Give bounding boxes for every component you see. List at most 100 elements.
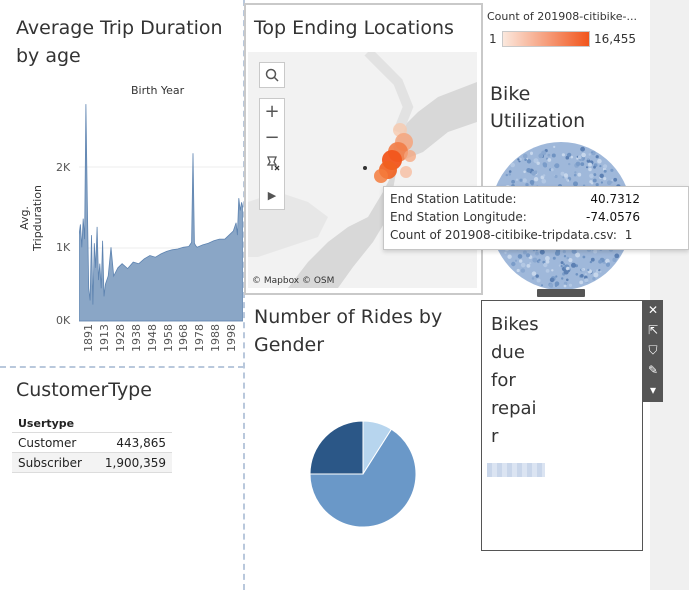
y-tick-1k: 1K bbox=[56, 241, 71, 254]
x-tick-label: 1891 bbox=[82, 324, 95, 352]
y-tick-2k: 2K bbox=[56, 161, 71, 174]
zoom-out-icon[interactable]: − bbox=[264, 126, 280, 148]
bike-circle bbox=[563, 255, 567, 258]
resize-handle[interactable] bbox=[537, 289, 585, 297]
usertype-header: Usertype bbox=[18, 417, 75, 430]
tooltip-value: -74.0576 bbox=[586, 210, 640, 224]
bike-circle bbox=[519, 178, 523, 182]
y-axis-label: Avg. Tripduration bbox=[18, 185, 44, 251]
bike-circle bbox=[563, 269, 569, 275]
repair-title-line: for bbox=[491, 370, 516, 391]
bike-circle bbox=[545, 260, 550, 264]
table-row[interactable]: Subscriber 1,900,359 bbox=[12, 453, 172, 473]
bike-circle bbox=[599, 165, 602, 168]
bike-circle bbox=[582, 255, 586, 259]
usertype-value: 1,900,359 bbox=[104, 456, 166, 470]
bike-circle bbox=[518, 160, 521, 163]
bike-circle bbox=[560, 264, 563, 268]
repair-title-line: repai bbox=[491, 398, 537, 419]
bike-circle bbox=[566, 278, 569, 282]
bike-circle bbox=[523, 170, 526, 174]
usertype-label: Subscriber bbox=[18, 456, 82, 470]
tooltip-value: 1 bbox=[624, 228, 633, 242]
bike-circle bbox=[561, 277, 564, 280]
repair-title-line: Bikes bbox=[491, 314, 539, 335]
bike-circle bbox=[570, 155, 574, 159]
bike-circle bbox=[560, 261, 564, 265]
bike-circle bbox=[524, 158, 527, 161]
zoom-in-icon[interactable]: + bbox=[264, 100, 280, 122]
bike-circle bbox=[514, 259, 518, 262]
gender-pie-chart[interactable] bbox=[308, 419, 418, 529]
bike-circle bbox=[580, 274, 584, 278]
tooltip-row-latitude: End Station Latitude: 40.7312 bbox=[390, 190, 680, 208]
bike-circle bbox=[562, 250, 566, 254]
pin-icon[interactable] bbox=[259, 150, 285, 176]
bike-circle bbox=[519, 259, 523, 263]
legend-color-ramp bbox=[502, 31, 590, 47]
repair-panel[interactable]: Bikes due for repai r bbox=[481, 300, 643, 551]
play-icon[interactable]: ▶ bbox=[267, 188, 277, 202]
bike-circle bbox=[595, 155, 599, 159]
bike-circle bbox=[575, 252, 581, 258]
x-tick-label: 1928 bbox=[113, 324, 127, 352]
bike-circle bbox=[522, 250, 527, 255]
legend-max: 16,455 bbox=[594, 32, 636, 46]
more-dropdown-icon[interactable]: ▾ bbox=[649, 383, 657, 397]
bike-circle bbox=[563, 284, 567, 288]
bike-circle bbox=[558, 264, 561, 267]
bike-circle bbox=[610, 168, 614, 172]
bike-circle bbox=[590, 182, 594, 185]
pie-slice[interactable] bbox=[309, 428, 417, 528]
bike-circle bbox=[508, 173, 511, 176]
trip-duration-chart[interactable] bbox=[79, 100, 243, 322]
bike-circle bbox=[517, 158, 520, 161]
filter-icon[interactable]: ⛉ bbox=[648, 342, 658, 357]
bike-circle bbox=[577, 155, 582, 159]
bike-circle bbox=[606, 180, 612, 185]
bike-circle bbox=[580, 146, 585, 152]
bike-circle bbox=[589, 173, 594, 179]
bike-circle bbox=[561, 153, 565, 157]
bike-circle bbox=[603, 177, 607, 181]
bike-circle bbox=[563, 281, 568, 286]
bike-circle bbox=[532, 257, 538, 263]
bike-circle bbox=[553, 145, 556, 148]
trip-duration-title: Average Trip Duration by age bbox=[16, 17, 223, 67]
bike-circle bbox=[529, 262, 532, 265]
close-icon[interactable]: ✕ bbox=[647, 303, 659, 317]
bike-circle bbox=[595, 183, 599, 187]
x-tick-label: 1968 bbox=[177, 324, 191, 352]
pin-icon[interactable]: ✎ bbox=[647, 363, 659, 377]
bike-circle bbox=[593, 173, 597, 177]
bike-circle bbox=[566, 256, 570, 260]
divider-horizontal-left bbox=[0, 366, 244, 368]
trip-duration-area[interactable] bbox=[79, 104, 243, 322]
bike-circle bbox=[520, 268, 526, 273]
bike-circle bbox=[562, 176, 565, 179]
bike-circle bbox=[526, 159, 532, 164]
bike-circle bbox=[533, 170, 538, 175]
bike-utilization-title-line2: Utilization bbox=[490, 110, 586, 132]
x-tick-label: 1938 bbox=[129, 324, 143, 352]
bike-circle bbox=[567, 269, 570, 273]
bike-circle bbox=[540, 175, 545, 180]
bike-circle bbox=[566, 266, 570, 271]
bike-circle bbox=[538, 153, 544, 159]
table-row[interactable]: Customer 443,865 bbox=[12, 433, 172, 453]
bike-circle bbox=[548, 283, 554, 288]
bike-circle bbox=[510, 162, 515, 168]
search-icon[interactable] bbox=[259, 62, 285, 88]
bike-circle bbox=[547, 158, 552, 162]
bike-circle bbox=[589, 260, 593, 264]
tooltip-row-longitude: End Station Longitude: -74.0576 bbox=[390, 208, 680, 226]
map-zoom-toolbar bbox=[259, 98, 285, 210]
bike-circle bbox=[568, 258, 573, 263]
pie-slice[interactable] bbox=[309, 420, 364, 475]
bike-circle bbox=[533, 177, 539, 182]
bike-circle bbox=[573, 181, 578, 187]
open-external-icon[interactable]: ⇱ bbox=[647, 323, 659, 337]
map-attribution: © Mapbox © OSM bbox=[252, 276, 335, 286]
bike-circle bbox=[549, 277, 555, 283]
bike-circle bbox=[547, 153, 551, 157]
